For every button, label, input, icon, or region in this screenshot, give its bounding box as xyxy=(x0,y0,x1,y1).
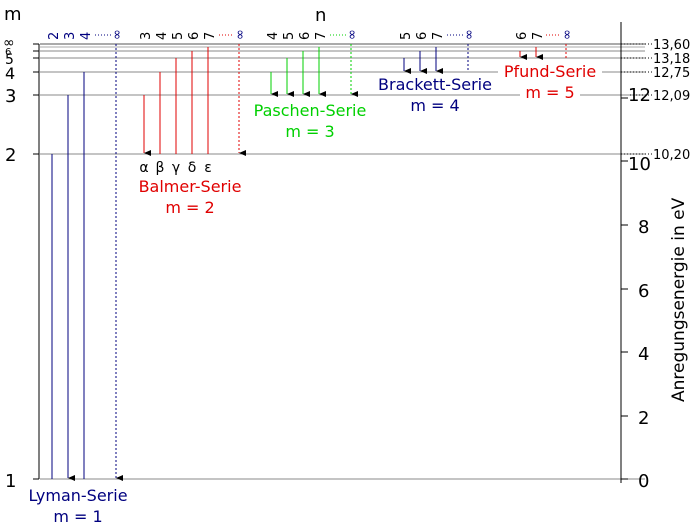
brackett-n-5: 5 xyxy=(399,32,414,40)
brackett-series-name: Brackett-Serie xyxy=(378,75,492,94)
balmer-series-m: m = 2 xyxy=(165,198,214,217)
lyman-n-4: 4 xyxy=(79,32,94,40)
paschen-series: 4 5 6 7 ∞ Paschen-Serie m = 3 xyxy=(254,29,367,141)
level-label-5: 5 xyxy=(5,52,14,68)
n-axis-title: n xyxy=(315,5,326,26)
balmer-greek-beta: β xyxy=(156,160,165,176)
pfund-n-7: 7 xyxy=(531,32,546,40)
balmer-n-5: 5 xyxy=(171,32,186,40)
paschen-n-6: 6 xyxy=(298,32,313,40)
energy-label-12-75: 12,75 xyxy=(653,66,690,81)
balmer-n-4: 4 xyxy=(155,32,170,40)
paschen-n-5: 5 xyxy=(282,32,297,40)
lyman-series-m: m = 1 xyxy=(53,507,102,526)
right-tick-2: 2 xyxy=(638,408,649,429)
level-label-2: 2 xyxy=(5,145,16,166)
level-label-3: 3 xyxy=(5,86,16,107)
right-axis-label: Anregungsenergie in eV xyxy=(669,197,689,402)
paschen-n-4: 4 xyxy=(266,32,281,40)
energy-levels xyxy=(40,43,645,480)
right-tick-8: 8 xyxy=(638,217,649,238)
pfund-series-name: Pfund-Serie xyxy=(504,62,596,81)
lyman-n-3: 3 xyxy=(63,32,78,40)
energy-value-labels xyxy=(621,43,652,155)
balmer-greek-delta: δ xyxy=(188,160,197,176)
brackett-series: 5 6 7 ∞ Brackett-Serie m = 4 xyxy=(378,29,492,115)
brackett-n-inf: ∞ xyxy=(462,29,477,40)
paschen-n-inf: ∞ xyxy=(345,29,360,40)
balmer-series: 3 4 5 6 7 ∞ α β γ δ ε Balmer-Serie m = 2 xyxy=(139,29,248,217)
m-axis-title: m xyxy=(4,4,22,25)
level-label-inf: ∞ xyxy=(3,35,15,51)
energy-label-13-60: 13,60 xyxy=(653,38,690,53)
balmer-n-6: 6 xyxy=(187,32,202,40)
lyman-n-inf: ∞ xyxy=(110,29,125,40)
pfund-series-m: m = 5 xyxy=(525,83,574,102)
right-tick-10: 10 xyxy=(628,154,651,175)
balmer-greek-gamma: γ xyxy=(172,160,180,176)
balmer-series-name: Balmer-Serie xyxy=(139,177,242,196)
right-tick-4: 4 xyxy=(638,344,649,365)
lyman-n-2: 2 xyxy=(47,32,62,40)
pfund-n-inf: ∞ xyxy=(560,29,575,40)
level-label-6: 6 xyxy=(5,47,11,58)
paschen-series-m: m = 3 xyxy=(285,122,334,141)
level-label-1: 1 xyxy=(5,471,16,492)
paschen-series-name: Paschen-Serie xyxy=(254,101,367,120)
paschen-n-7: 7 xyxy=(314,32,329,40)
left-level-axis: m 1 2 3 4 5 6 ∞ xyxy=(3,4,40,492)
lyman-series-name: Lyman-Serie xyxy=(28,486,127,505)
balmer-n-3: 3 xyxy=(139,32,154,40)
energy-label-12-09: 12,09 xyxy=(653,89,690,104)
brackett-series-m: m = 4 xyxy=(410,96,459,115)
right-tick-0: 0 xyxy=(638,471,649,492)
pfund-series: 6 7 ∞ Pfund-Serie m = 5 xyxy=(498,29,602,103)
right-tick-6: 6 xyxy=(638,281,649,302)
brackett-n-7: 7 xyxy=(431,32,446,40)
balmer-greek-alpha: α xyxy=(139,160,148,176)
level-label-4: 4 xyxy=(5,64,15,83)
brackett-n-6: 6 xyxy=(415,32,430,40)
energy-label-10-20: 10,20 xyxy=(653,148,690,163)
balmer-n-inf: ∞ xyxy=(233,29,248,40)
balmer-greek-epsilon: ε xyxy=(204,160,212,176)
lyman-series: 2 3 4 ∞ Lyman-Serie m = 1 xyxy=(28,29,127,526)
right-energy-axis: 0 2 4 6 8 10 12 Anregungsenergie in eV xyxy=(620,22,689,492)
balmer-n-7: 7 xyxy=(203,32,218,40)
pfund-n-6: 6 xyxy=(515,32,530,40)
energy-label-13-18: 13,18 xyxy=(653,52,690,67)
